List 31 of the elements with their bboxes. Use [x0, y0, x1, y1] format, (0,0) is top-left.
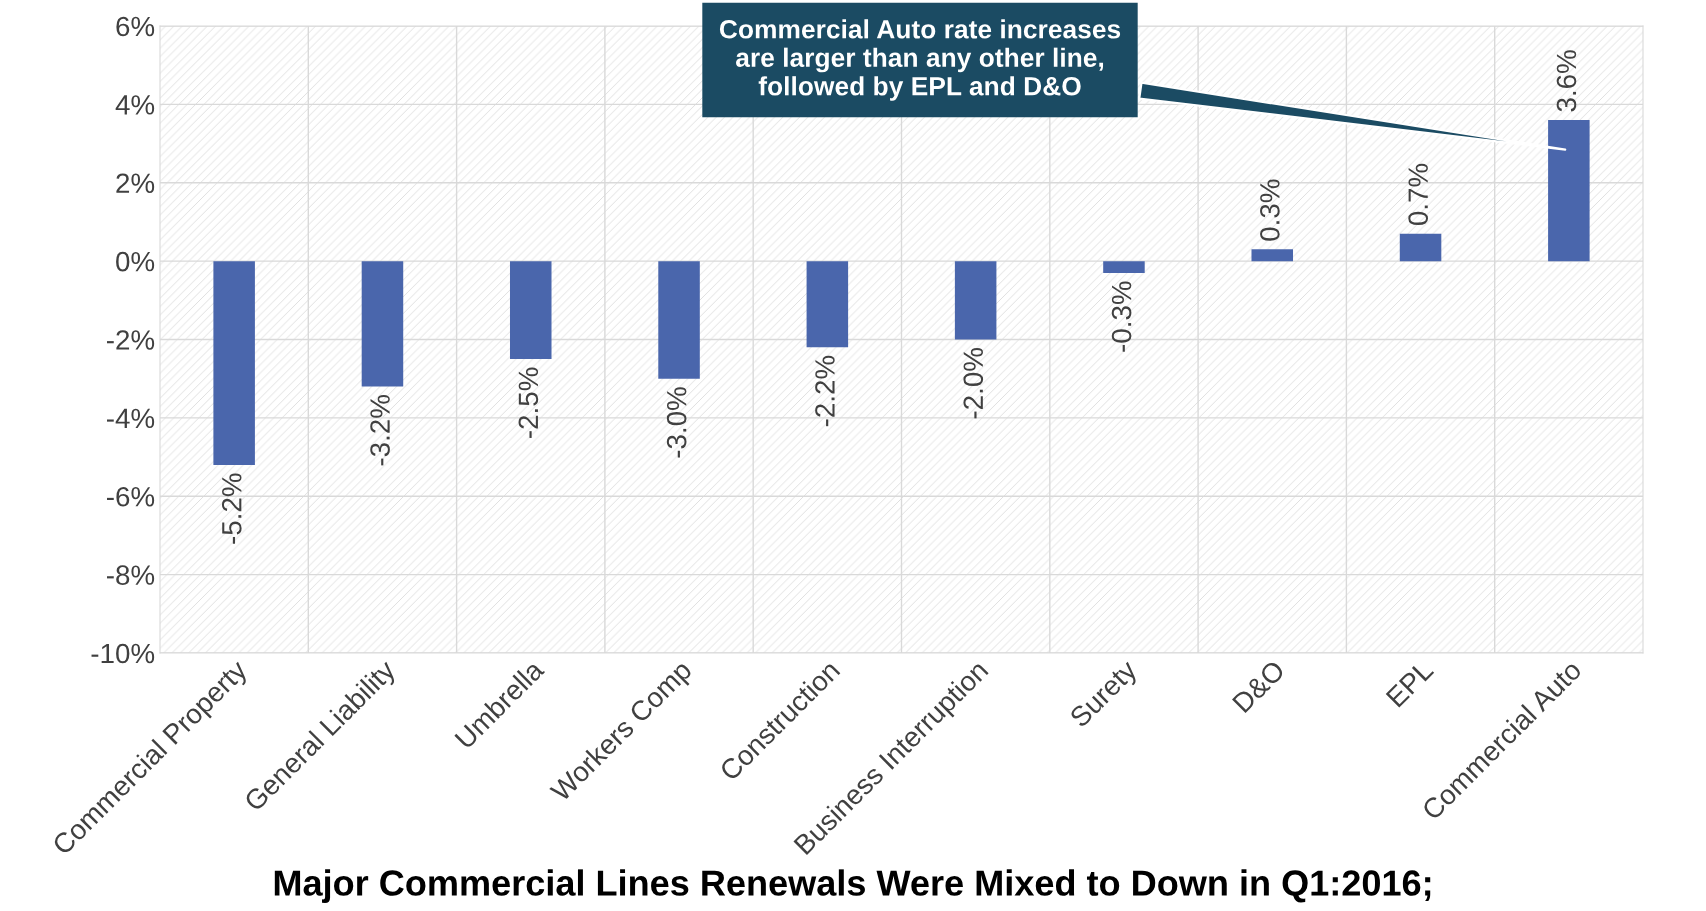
data-label: -2.5% — [518, 367, 539, 438]
bar — [954, 261, 997, 340]
y-tick-label: -10% — [91, 643, 155, 664]
y-tick-label: 4% — [115, 95, 155, 115]
data-label: -3.2% — [370, 395, 390, 466]
bar — [1548, 120, 1590, 262]
bar — [658, 261, 700, 379]
data-label: -3.0% — [666, 387, 687, 458]
data-label: -2.0% — [963, 348, 984, 419]
text: Major Commercial Lines Renewals Were Mixed to Down in Q1:2016; — [274, 869, 1431, 903]
y-tick-label: 6% — [116, 16, 155, 37]
data-label: -2.2% — [815, 355, 835, 427]
bar — [1251, 249, 1294, 262]
y-tick-label: -6% — [106, 486, 155, 507]
bar — [1103, 261, 1145, 273]
y-tick-label: -2% — [106, 330, 155, 350]
bar — [213, 261, 255, 465]
bar — [509, 261, 552, 360]
y-tick-label: 0% — [116, 251, 155, 272]
bar — [806, 261, 849, 348]
data-label: -0.3% — [1111, 281, 1132, 352]
data-label: 3.6% — [1556, 50, 1577, 112]
annotation: Commercial Auto rate increases are larger than any other line, followed by EPL and D&O — [719, 19, 1121, 101]
y-tick-label: -4% — [106, 408, 155, 429]
y-tick-label: 2% — [116, 173, 155, 193]
bar — [361, 261, 404, 387]
data-label: -5.2% — [221, 473, 242, 544]
bar — [1399, 233, 1442, 262]
data-label: 0.7% — [1408, 163, 1429, 226]
data-label: 0.3% — [1260, 179, 1280, 241]
y-tick-label: -8% — [106, 565, 155, 585]
